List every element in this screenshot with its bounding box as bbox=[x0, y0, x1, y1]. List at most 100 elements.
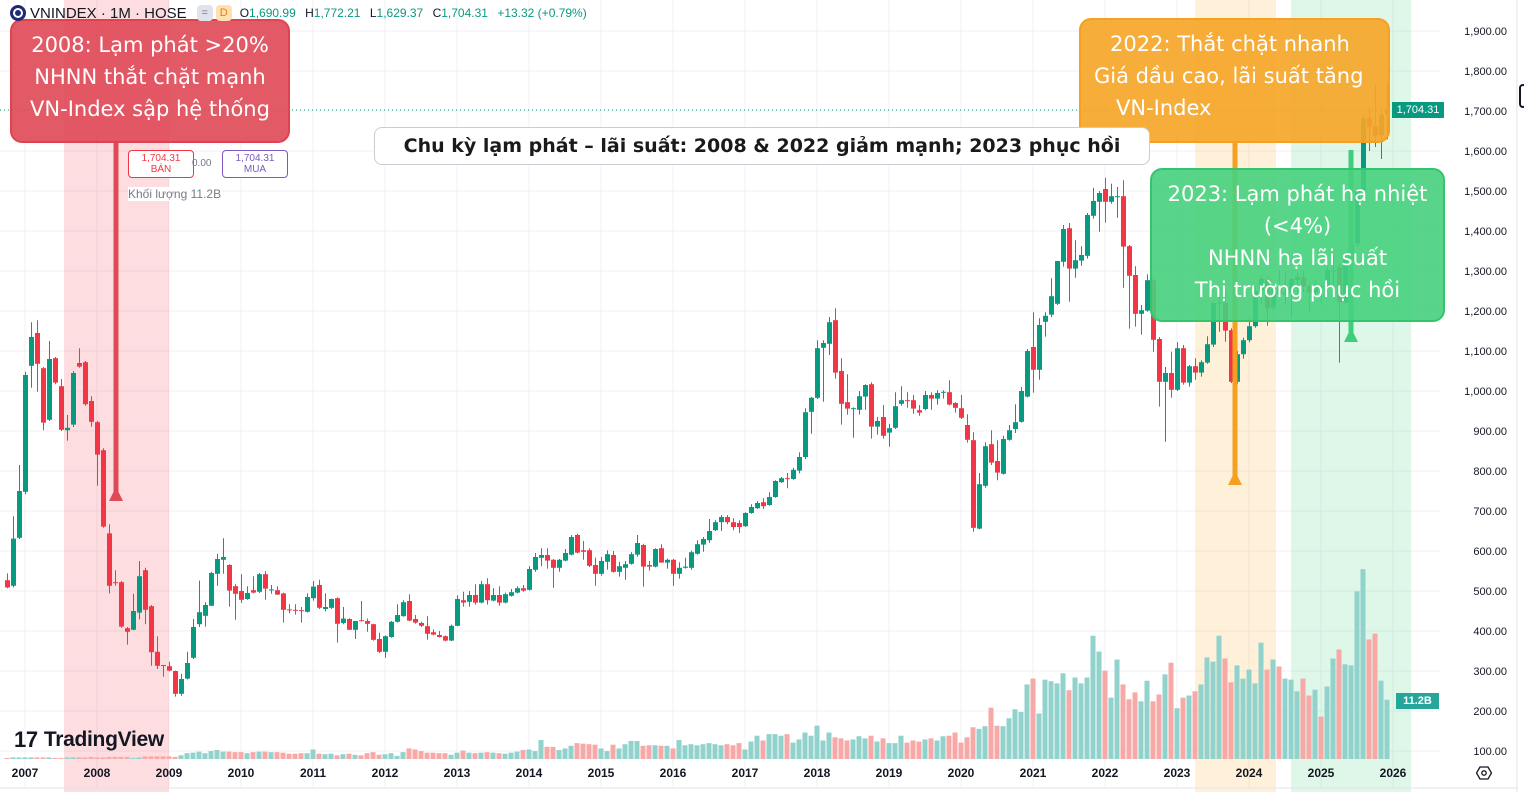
candle-body bbox=[149, 606, 154, 653]
volume-bar bbox=[154, 756, 160, 759]
volume-bar bbox=[1138, 701, 1144, 759]
candle-body bbox=[917, 410, 922, 413]
candle-body bbox=[413, 619, 418, 623]
time-axis-label: 2023 bbox=[1164, 766, 1191, 780]
low-value: 1,629.37 bbox=[376, 6, 424, 20]
close-value: 1,704.31 bbox=[441, 6, 488, 20]
volume-bar bbox=[814, 725, 820, 759]
candle-body bbox=[71, 373, 76, 425]
candle-body bbox=[239, 591, 244, 600]
annotation-line: NHNN thắt chặt mạnh bbox=[34, 65, 266, 89]
volume-bar bbox=[682, 745, 688, 759]
annotation-line: VN-Index bbox=[1116, 96, 1212, 120]
volume-bar bbox=[1018, 711, 1024, 759]
candle-body bbox=[533, 557, 538, 570]
price-axis-label: 100.00 bbox=[1473, 746, 1507, 758]
volume-bar bbox=[1156, 694, 1162, 759]
equals-icon[interactable]: = bbox=[196, 5, 213, 21]
annotation-line: 2023: Lạm phát hạ nhiệt bbox=[1167, 182, 1428, 206]
volume-bar bbox=[1306, 695, 1312, 759]
candle-body bbox=[311, 586, 316, 599]
candle-body bbox=[1157, 339, 1162, 382]
volume-bar bbox=[1234, 665, 1240, 759]
candle-body bbox=[623, 564, 628, 568]
candle-body bbox=[467, 595, 472, 602]
sell-button[interactable]: 1,704.31 BÁN bbox=[128, 150, 194, 178]
time-axis-label: 2020 bbox=[948, 766, 975, 780]
volume-bar bbox=[544, 746, 550, 759]
volume-bar bbox=[1090, 635, 1096, 759]
candle-body bbox=[725, 517, 730, 523]
candle-body bbox=[905, 400, 910, 402]
volume-bar bbox=[1330, 658, 1336, 759]
candle-body bbox=[557, 559, 562, 568]
candle-body bbox=[1049, 296, 1054, 315]
annotation-2023[interactable]: 2023: Lạm phát hạ nhiệt (<4%) NHNN hạ lã… bbox=[1150, 168, 1445, 322]
hexagon-settings-icon[interactable] bbox=[1476, 765, 1492, 781]
volume-bar bbox=[10, 757, 16, 759]
volume-bar bbox=[502, 753, 508, 759]
volume-bar bbox=[280, 752, 286, 759]
tradingview-logo[interactable]: 17 TradingView bbox=[14, 727, 164, 753]
volume-bar bbox=[610, 744, 616, 759]
volume-bar bbox=[742, 749, 748, 759]
volume-bar bbox=[748, 741, 754, 759]
volume-bar bbox=[4, 757, 10, 759]
candle-body bbox=[1181, 348, 1186, 383]
volume-bar bbox=[124, 756, 130, 759]
volume-bar bbox=[214, 750, 220, 759]
candle-body bbox=[263, 574, 268, 589]
volume-tag: 11.2B bbox=[1396, 693, 1439, 709]
candle-body bbox=[101, 450, 106, 527]
candle-body bbox=[953, 403, 958, 408]
annotation-2008[interactable]: 2008: Lạm phát >20% NHNN thắt chặt mạnh … bbox=[10, 19, 290, 143]
delayed-data-icon[interactable]: D bbox=[215, 5, 232, 21]
candle-body bbox=[515, 588, 520, 593]
candle-body bbox=[713, 522, 718, 531]
time-axis-label: 2022 bbox=[1092, 766, 1119, 780]
candle-body bbox=[689, 552, 694, 568]
volume-bar bbox=[196, 751, 202, 759]
volume-bar bbox=[592, 744, 598, 759]
volume-bar bbox=[226, 751, 232, 759]
volume-bar bbox=[724, 744, 730, 759]
candle-body bbox=[1061, 229, 1066, 262]
candle-body bbox=[1073, 260, 1078, 269]
candle-body bbox=[707, 531, 712, 541]
candle-body bbox=[1139, 310, 1144, 314]
candle-body bbox=[701, 539, 706, 545]
buy-button[interactable]: 1,704.31 MUA bbox=[222, 150, 288, 178]
volume-bar bbox=[880, 738, 886, 759]
volume-bar bbox=[1108, 697, 1114, 759]
candle-body bbox=[647, 565, 652, 567]
price-axis-label: 500.00 bbox=[1473, 586, 1507, 598]
chart-title-annotation[interactable]: Chu kỳ lạm phát – lãi suất: 2008 & 2022 … bbox=[374, 127, 1150, 165]
annotation-line: Giá dầu cao, lãi suất tăng bbox=[1094, 64, 1364, 88]
candle-body bbox=[671, 559, 676, 574]
time-axis[interactable]: 2007 2008 2009 2010 2011 2012 2013 2014 2015 2016… bbox=[12, 766, 1407, 780]
candle-body bbox=[1055, 261, 1060, 304]
candle-body bbox=[773, 481, 778, 497]
candle-body bbox=[11, 538, 16, 586]
volume-bar bbox=[256, 751, 262, 759]
time-axis-label: 2011 bbox=[300, 766, 326, 780]
annotation-2022[interactable]: 2022: Thắt chặt nhanh Giá dầu cao, lãi s… bbox=[1079, 18, 1390, 143]
symbol-title[interactable]: VNINDEX · 1M · HOSE bbox=[30, 4, 187, 22]
volume-bar bbox=[82, 757, 88, 759]
volume-bar bbox=[1048, 681, 1054, 759]
candle-body bbox=[509, 592, 514, 596]
side-panel-toggle[interactable] bbox=[1519, 84, 1524, 108]
price-axis[interactable]: 100.00 200.00 300.00 400.00 500.00 600.00 700.… bbox=[1464, 26, 1507, 758]
candle-body bbox=[425, 626, 430, 634]
candle-body bbox=[125, 628, 130, 632]
volume-bar bbox=[1186, 695, 1192, 759]
volume-bar bbox=[232, 752, 238, 759]
candle-body bbox=[959, 408, 964, 418]
volume-bar bbox=[40, 757, 46, 759]
candle-body bbox=[617, 566, 622, 572]
candle-body bbox=[629, 554, 634, 564]
volume-bar bbox=[922, 739, 928, 759]
volume-bar bbox=[1180, 697, 1186, 759]
candle-body bbox=[251, 590, 256, 593]
